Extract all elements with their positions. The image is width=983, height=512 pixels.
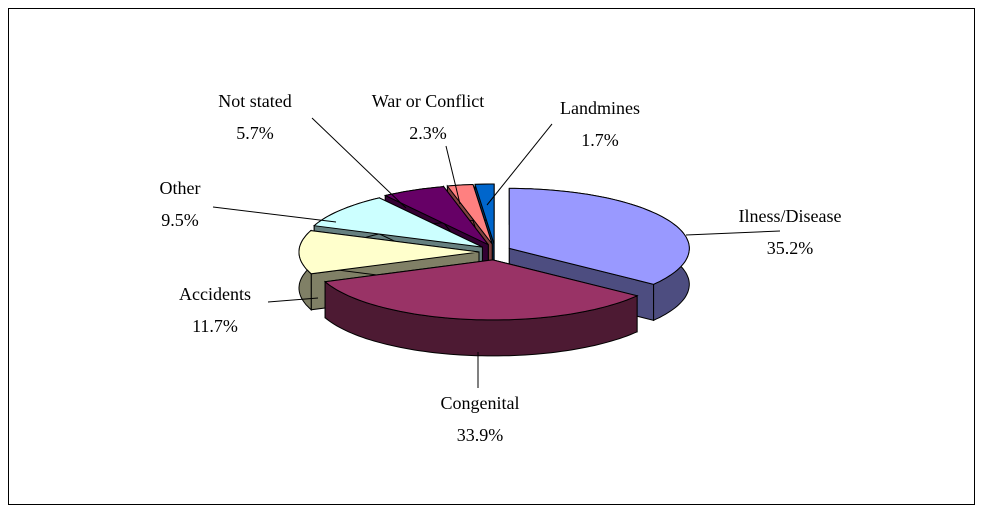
leader-line <box>212 206 337 223</box>
value-label: 5.7% <box>236 123 274 143</box>
leader-line <box>486 123 553 206</box>
pie-slice <box>323 259 639 357</box>
category-label: Ilness/Disease <box>739 206 842 226</box>
value-label: 9.5% <box>161 210 199 230</box>
value-label: 11.7% <box>192 316 238 336</box>
category-label: Other <box>160 178 201 198</box>
category-label: Accidents <box>179 284 251 304</box>
leader-line <box>267 297 319 303</box>
value-label: 2.3% <box>409 123 447 143</box>
slice-top <box>313 197 483 248</box>
category-label: Landmines <box>560 98 640 118</box>
category-label: Congenital <box>441 393 520 413</box>
category-label: War or Conflict <box>372 91 485 111</box>
value-label: 33.9% <box>457 425 504 445</box>
slice-top <box>298 230 480 275</box>
slice-top <box>323 259 639 321</box>
category-label: Not stated <box>218 91 292 111</box>
leader-line <box>445 145 461 205</box>
slice-top <box>474 183 495 245</box>
leader-line <box>311 117 407 209</box>
value-label: 1.7% <box>581 130 619 150</box>
slice-top <box>508 187 690 285</box>
leader-line <box>685 230 781 236</box>
value-label: 35.2% <box>767 238 814 258</box>
